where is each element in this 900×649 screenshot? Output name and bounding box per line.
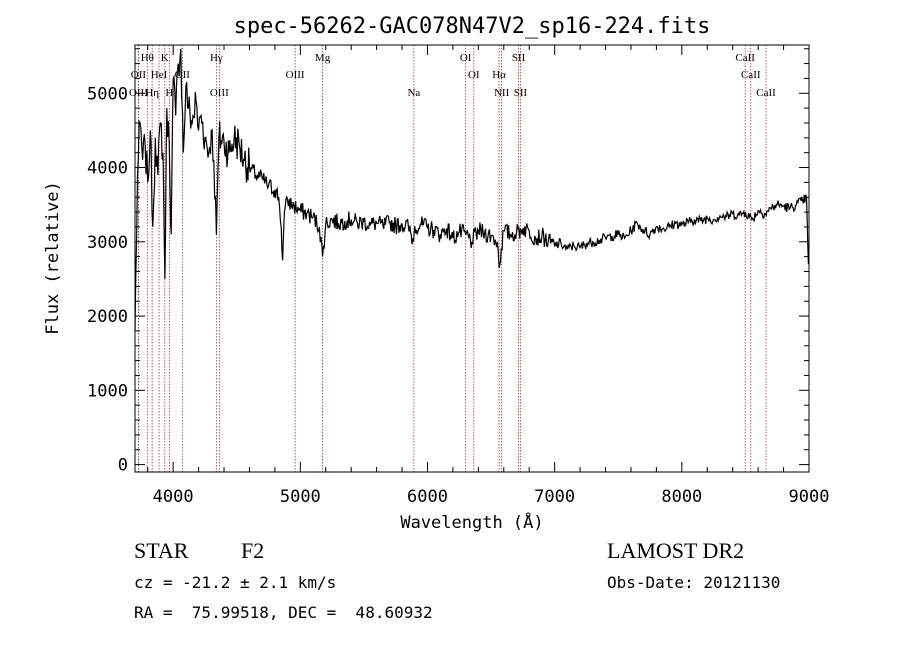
y-tick-label: 1000 <box>87 381 128 401</box>
spectral-line-label: HeI <box>151 69 168 81</box>
x-axis-ticks: 4000 5000 6000 7000 8000 9000 <box>147 45 830 507</box>
y-tick-label: 0 <box>118 456 128 476</box>
spectral-line-label: OII <box>131 69 147 81</box>
spectral-line-label: CaII <box>741 69 761 81</box>
spectral-line-label: K <box>161 52 169 64</box>
y-axis-label: Flux (relative) <box>43 181 63 335</box>
spectral-line-label: CaII <box>735 52 755 64</box>
spectral-line-label: OIII <box>210 87 229 99</box>
spectral-line-label: OIII <box>286 69 305 81</box>
spectral-line-label: SII <box>512 52 526 64</box>
x-axis-label: Wavelength (Å) <box>400 511 543 533</box>
spectral-line-label: OI <box>460 52 472 64</box>
object-class-label: STAR <box>134 538 189 563</box>
spectral-line-label: Hγ <box>210 52 223 64</box>
y-tick-label: 2000 <box>87 307 128 327</box>
survey-label: LAMOST DR2 <box>607 538 745 563</box>
spectrum-line <box>134 48 809 331</box>
y-axis-ticks: 0 1000 2000 3000 4000 5000 <box>87 48 809 476</box>
y-tick-label: 3000 <box>87 233 128 253</box>
spectral-line-label: H <box>165 87 173 99</box>
redshift-text: cz = -21.2 ± 2.1 km/s <box>134 573 337 592</box>
y-tick-label: 4000 <box>87 159 128 179</box>
chart-title: spec-56262-GAC078N47V2_sp16-224.fits <box>234 14 711 39</box>
obs-date-text: Obs-Date: 20121130 <box>607 573 781 592</box>
spectral-line-label: Hη <box>145 87 159 99</box>
x-tick-label: 7000 <box>534 487 575 507</box>
x-tick-label: 9000 <box>789 487 830 507</box>
plot-frame <box>134 44 810 473</box>
spectral-line-label: Hθ <box>141 52 154 64</box>
spectral-line-label: NII <box>494 87 510 99</box>
spectral-line-label: CaII <box>756 87 776 99</box>
spectral-line-label: Na <box>407 87 420 99</box>
spectral-line-label: Hα <box>492 69 506 81</box>
spectral-line-markers <box>138 45 767 472</box>
y-tick-label: 5000 <box>87 84 128 104</box>
coordinates-text: RA = 75.99518, DEC = 48.60932 <box>134 603 433 622</box>
x-tick-label: 8000 <box>661 487 702 507</box>
spectral-line-label: SII <box>514 87 528 99</box>
x-tick-label: 5000 <box>280 487 321 507</box>
x-tick-label: 4000 <box>153 487 194 507</box>
object-subclass-label: F2 <box>241 538 265 563</box>
x-tick-label: 6000 <box>407 487 448 507</box>
spectral-line-label: OI <box>468 69 480 81</box>
spectral-line-label: Mg <box>315 52 331 64</box>
